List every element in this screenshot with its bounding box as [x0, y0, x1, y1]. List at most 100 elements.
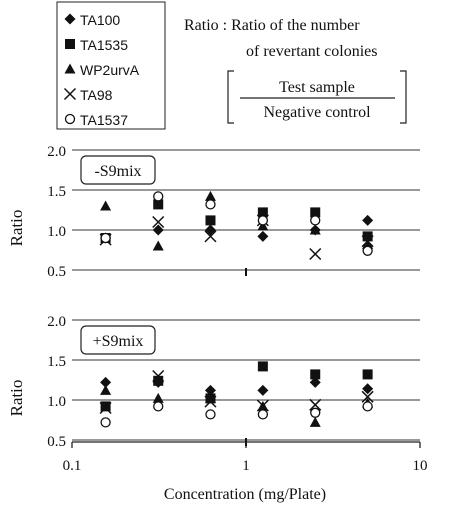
point-minus-s9-ta1535-2 — [205, 215, 216, 226]
point-minus-s9-ta98-4 — [309, 247, 322, 261]
point-plus-s9-ta100-2 — [204, 384, 216, 396]
legend-frame — [56, 1, 166, 130]
panel-plus-s9-label: +S9mix — [93, 333, 144, 350]
legend-marker-ta1535 — [65, 39, 75, 49]
panel-plus-s9-label-box — [80, 325, 156, 355]
panel-minus-s9-grid — [72, 149, 420, 276]
panel-minus-s9-ylabel: Ratio — [7, 210, 26, 247]
panel-plus-s9-points — [99, 361, 374, 428]
ytick-label-minus-s9-1: 1.0 — [47, 224, 66, 240]
point-plus-s9-ta98-3 — [256, 399, 269, 412]
point-plus-s9-ta1537-4 — [310, 407, 321, 418]
ytick-label-minus-s9-3: 2.0 — [47, 144, 66, 160]
point-minus-s9-wp2urva-1 — [152, 240, 164, 251]
ratio-bracket-right — [400, 70, 407, 124]
ytick-label-plus-s9-2: 1.5 — [47, 354, 66, 370]
point-plus-s9-wp2urva-2 — [204, 392, 216, 403]
point-minus-s9-ta1537-4 — [310, 215, 321, 226]
point-plus-s9-ta1537-2 — [205, 409, 216, 420]
point-minus-s9-ta100-3 — [257, 230, 269, 242]
ratio-numerator: Test sample — [279, 79, 355, 96]
point-minus-s9-wp2urva-2 — [204, 190, 216, 201]
legend-label-ta1537: TA1537 — [80, 112, 128, 128]
ratio-denominator: Negative control — [263, 104, 371, 121]
point-plus-s9-ta100-3 — [257, 384, 269, 396]
point-minus-s9-ta1535-1 — [153, 199, 164, 210]
point-plus-s9-ta98-5 — [361, 390, 374, 403]
point-plus-s9-ta1537-5 — [362, 401, 373, 412]
legend-marker-ta98 — [63, 87, 77, 101]
xtick-label-1: 1 — [242, 458, 250, 474]
point-minus-s9-wp2urva-5 — [362, 238, 374, 249]
point-plus-s9-wp2urva-1 — [152, 392, 164, 403]
legend-label-ta1535: TA1535 — [80, 37, 128, 53]
point-plus-s9-ta1537-3 — [257, 409, 269, 420]
ratio-note: Ratio : Ratio of the number of revertant… — [184, 17, 407, 124]
point-plus-s9-ta100-5 — [362, 383, 374, 395]
legend-markers — [63, 13, 77, 125]
panel-minus-s9: 0.5 1.0 1.5 2.0 -S9mix Ratio — [7, 144, 420, 280]
panel-minus-s9-label-box — [80, 155, 156, 185]
point-minus-s9-ta100-1 — [152, 224, 164, 236]
point-plus-s9-ta1535-1 — [153, 375, 164, 386]
ytick-label-plus-s9-1: 1.0 — [47, 394, 66, 410]
legend-marker-ta100 — [64, 13, 76, 25]
legend-label-ta100: TA100 — [80, 12, 120, 28]
point-plus-s9-ta1535-3 — [257, 361, 268, 372]
ytick-label-minus-s9-2: 1.5 — [47, 184, 66, 200]
x-axis-title: Concentration (mg/Plate) — [164, 486, 326, 503]
point-plus-s9-ta98-4 — [309, 398, 322, 411]
panel-minus-s9-points — [99, 190, 374, 261]
point-minus-s9-ta98-2 — [204, 230, 217, 243]
point-minus-s9-ta98-1 — [152, 215, 165, 229]
point-minus-s9-wp2urva-4 — [309, 224, 321, 235]
ytick-label-minus-s9-0: 0.5 — [47, 264, 66, 280]
point-plus-s9-wp2urva-0 — [100, 384, 112, 395]
point-minus-s9-ta100-2 — [204, 224, 216, 236]
point-plus-s9-ta1535-5 — [362, 369, 373, 380]
point-plus-s9-wp2urva-4 — [309, 416, 321, 427]
point-plus-s9-ta1535-4 — [310, 369, 321, 380]
point-plus-s9-ta98-2 — [204, 395, 217, 408]
ytick-label-plus-s9-0: 0.5 — [47, 434, 66, 450]
panel-minus-s9-label: -S9mix — [94, 163, 141, 180]
point-minus-s9-ta1537-3 — [257, 215, 269, 226]
x-axis: 0.1 1 10 Concentration (mg/Plate) — [63, 441, 428, 503]
ytick-label-plus-s9-3: 2.0 — [47, 314, 66, 330]
legend-marker-ta1537 — [64, 113, 76, 125]
point-plus-s9-ta100-0 — [100, 376, 112, 388]
ratio-note-line2: of revertant colonies — [246, 43, 378, 60]
panel-plus-s9: 0.5 1.0 1.5 2.0 +S9mix Ratio — [7, 314, 420, 450]
panel-plus-s9-ylabel: Ratio — [7, 380, 26, 417]
xtick-label-0: 0.1 — [63, 458, 82, 474]
x-axis-ticks: 0.1 1 10 — [63, 442, 428, 474]
point-minus-s9-ta1537-0 — [100, 232, 111, 244]
point-plus-s9-ta98-1 — [152, 369, 165, 383]
point-plus-s9-ta100-4 — [309, 376, 321, 388]
legend: TA100 TA1535 WP2urvA TA98 TA1537 — [56, 1, 166, 130]
point-plus-s9-ta1537-0 — [100, 417, 111, 428]
ratio-note-line1: Ratio : Ratio of the number — [184, 17, 360, 34]
point-minus-s9-ta1535-5 — [362, 231, 373, 242]
panel-plus-s9-yticks: 0.5 1.0 1.5 2.0 — [47, 314, 66, 450]
point-minus-s9-ta1537-2 — [205, 199, 216, 210]
point-minus-s9-ta1537-5 — [362, 245, 373, 256]
point-minus-s9-ta1535-4 — [310, 207, 321, 218]
panel-plus-s9-grid — [72, 319, 420, 446]
point-minus-s9-ta1537-1 — [153, 191, 164, 202]
legend-label-ta98: TA98 — [80, 87, 113, 103]
xtick-label-2: 10 — [413, 458, 428, 474]
point-minus-s9-wp2urva-0 — [100, 200, 112, 211]
point-minus-s9-ta100-5 — [362, 214, 374, 226]
legend-marker-wp2urva — [64, 63, 76, 74]
point-minus-s9-ta1535-3 — [257, 207, 268, 218]
point-plus-s9-ta1537-1 — [153, 401, 164, 412]
ratio-bracket-left — [227, 70, 234, 124]
point-minus-s9-ta98-5 — [361, 235, 374, 248]
panel-minus-s9-yticks: 0.5 1.0 1.5 2.0 — [47, 144, 66, 280]
point-plus-s9-ta1535-0 — [100, 401, 111, 412]
legend-label-wp2urva: WP2urvA — [80, 62, 140, 78]
point-plus-s9-ta98-0 — [99, 401, 112, 415]
